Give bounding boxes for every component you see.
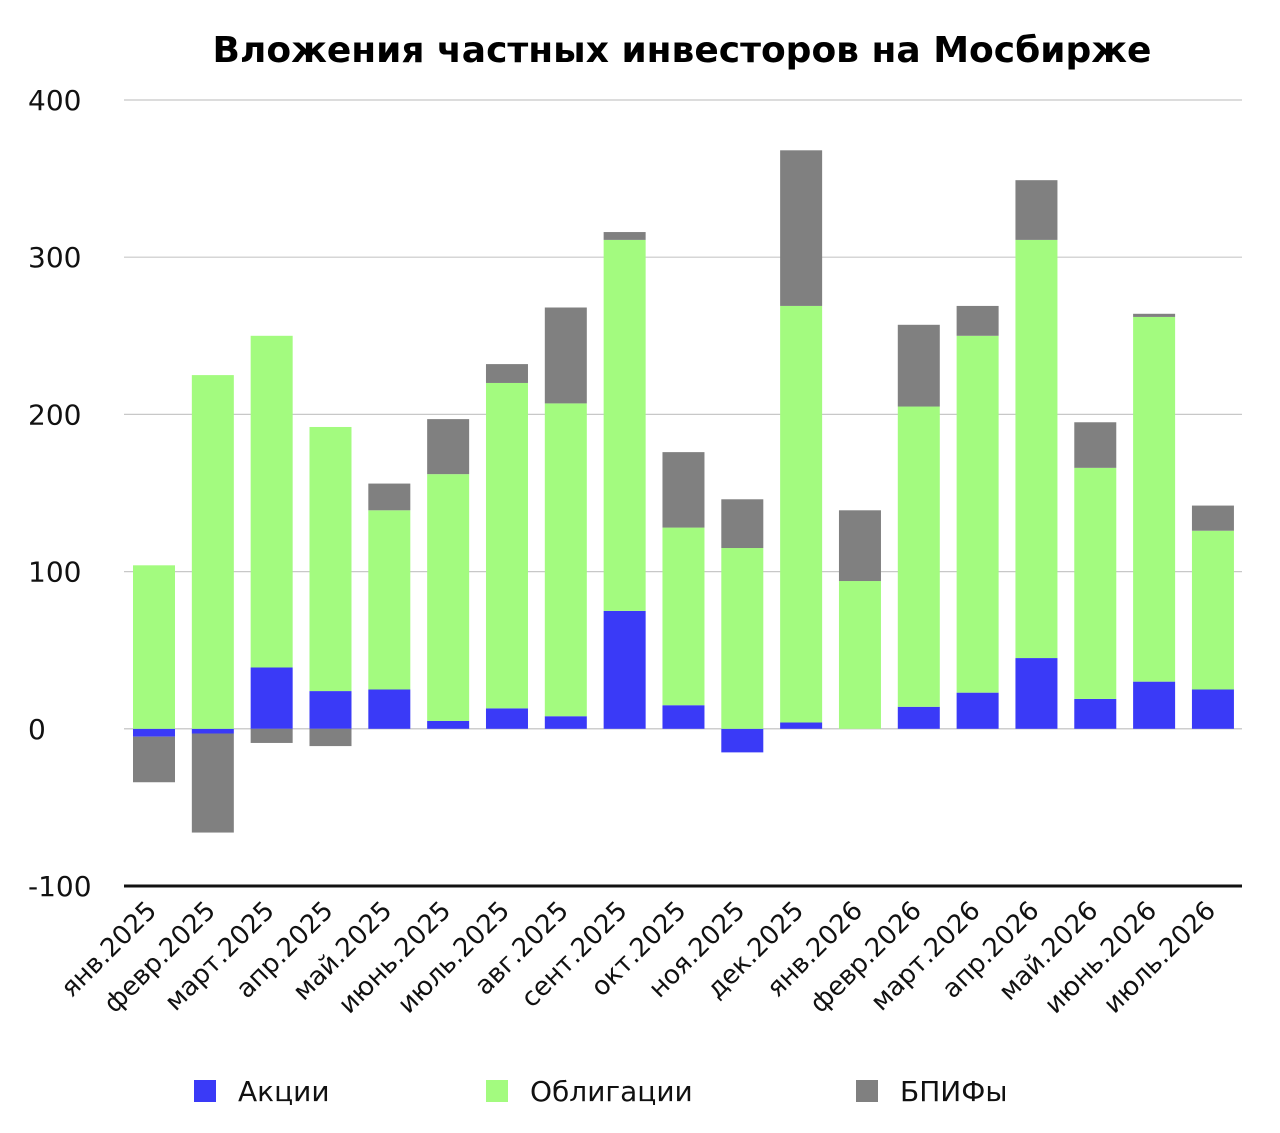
bar-segment — [956, 692, 999, 729]
legend-label: Облигации — [530, 1075, 693, 1108]
bar-segment — [191, 375, 234, 729]
bar-segment — [485, 382, 528, 709]
bar-segment — [956, 305, 999, 336]
bar-segment — [133, 728, 175, 737]
bar-segment — [427, 419, 470, 475]
bar-segment — [485, 708, 528, 729]
bar-segment — [1015, 658, 1058, 729]
bar-segment — [368, 689, 411, 729]
bar-segment — [544, 403, 587, 717]
bar-segment — [368, 510, 411, 690]
bar-segment — [956, 335, 999, 693]
bar-segment — [427, 720, 470, 729]
legend: Акции Облигации БПИФы — [194, 1075, 1007, 1108]
y-tick-label: 100 — [28, 556, 81, 589]
y-tick-label: 400 — [28, 84, 81, 117]
bar-segment — [721, 548, 764, 729]
bar-segment — [1074, 422, 1117, 468]
chart-title: Вложения частных инвесторов на Мосбирже — [213, 30, 1152, 71]
legend-swatch — [194, 1080, 216, 1102]
bar-segment — [662, 527, 705, 706]
bar-segment — [1191, 530, 1234, 690]
bar-segment — [780, 305, 823, 723]
bar-segment — [780, 150, 823, 306]
bar-segment — [721, 728, 764, 753]
bar-segment — [309, 691, 352, 729]
x-axis-ticks: янв.2025февр.2025март.2025апр.2025май.20… — [55, 896, 1222, 1020]
bar-segment — [1191, 689, 1234, 729]
bar-segment — [133, 736, 175, 783]
bar-segment — [603, 610, 646, 729]
bar-segment — [1133, 681, 1176, 729]
bars — [133, 150, 1234, 833]
bar-segment — [897, 406, 940, 707]
bar-segment — [838, 581, 881, 729]
legend-label: БПИФы — [900, 1075, 1007, 1108]
y-tick-label: -100 — [28, 870, 92, 903]
bar-segment — [427, 474, 470, 721]
bar-segment — [897, 706, 940, 729]
bar-segment — [368, 483, 411, 511]
bar-segment — [1133, 313, 1176, 317]
bar-segment — [250, 728, 293, 743]
bar-segment — [133, 565, 175, 729]
bar-segment — [603, 232, 646, 240]
bar-segment — [1191, 505, 1234, 531]
legend-label: Акции — [238, 1075, 330, 1108]
bar-segment — [250, 667, 293, 729]
bar-segment — [1133, 316, 1176, 682]
bar-segment — [662, 452, 705, 528]
y-tick-label: 200 — [28, 398, 81, 431]
bar-segment — [721, 499, 764, 549]
bar-segment — [780, 722, 823, 729]
bar-segment — [838, 510, 881, 582]
bar-segment — [1074, 467, 1117, 699]
bar-segment — [1015, 180, 1058, 240]
y-tick-label: 300 — [28, 241, 81, 274]
bar-segment — [544, 716, 587, 729]
bar-segment — [1015, 239, 1058, 659]
bar-segment — [250, 335, 293, 668]
bar-segment — [897, 324, 940, 407]
legend-swatch — [856, 1080, 878, 1102]
bar-segment — [662, 705, 705, 729]
bar-segment — [309, 728, 352, 747]
y-axis-ticks: 400 300 200 100 0 -100 — [28, 84, 92, 903]
bar-segment — [191, 733, 234, 833]
bar-segment — [544, 307, 587, 404]
legend-swatch — [486, 1080, 508, 1102]
y-tick-label: 0 — [28, 713, 46, 746]
bar-segment — [603, 239, 646, 611]
bar-segment — [485, 364, 528, 383]
bar-segment — [191, 728, 234, 734]
bar-segment — [1074, 698, 1117, 729]
bar-segment — [309, 426, 352, 692]
